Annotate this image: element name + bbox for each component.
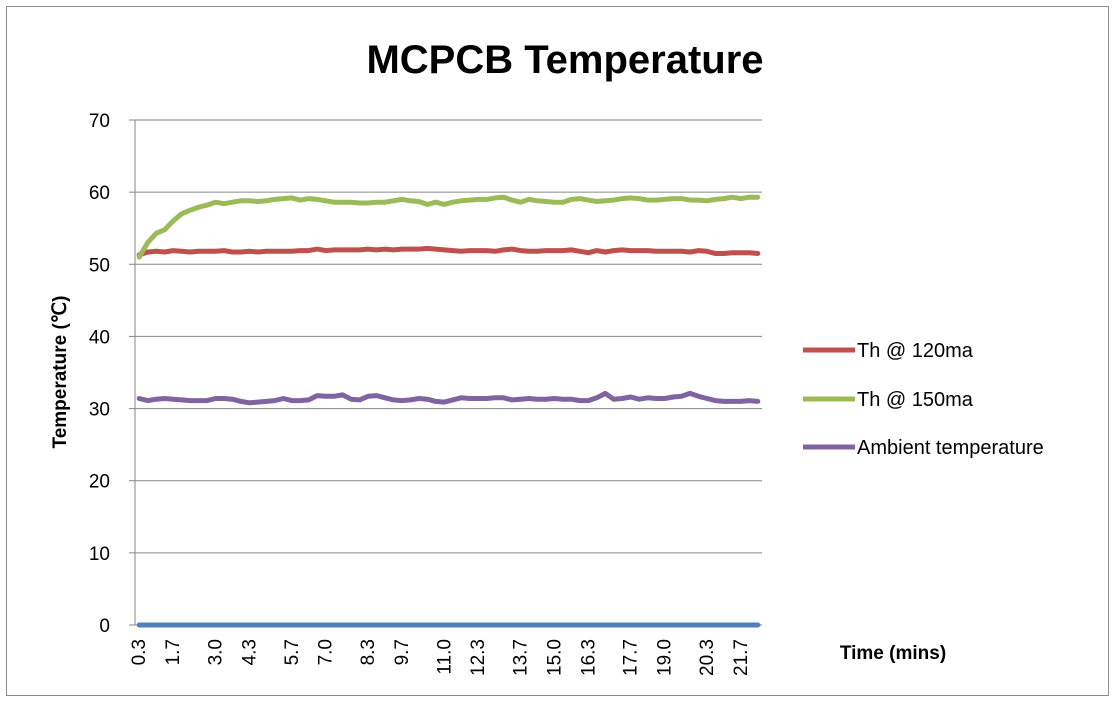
x-tick-label: 5.7 <box>282 639 303 665</box>
y-tick-label: 10 <box>89 544 110 565</box>
y-tick-label: 30 <box>89 400 110 421</box>
y-axis-ticks: 0 10 20 30 40 50 60 70 <box>89 111 135 637</box>
x-tick-label: 12.3 <box>468 639 489 676</box>
x-tick-label: 15.0 <box>544 639 565 676</box>
series-lines <box>136 194 761 628</box>
x-tick-label: 4.3 <box>239 639 260 665</box>
x-tick-label: 21.7 <box>731 639 752 676</box>
series-line-3 <box>136 390 761 406</box>
series-line-1 <box>136 245 761 258</box>
legend: Th @ 120ma Th @ 150ma Ambient temperature <box>803 340 1044 459</box>
x-tick-label: 8.3 <box>358 639 379 665</box>
legend-label: Th @ 150ma <box>857 389 974 411</box>
x-tick-label: 16.3 <box>578 639 599 676</box>
x-tick-label: 13.7 <box>511 639 532 676</box>
x-axis-title: Time (mins) <box>840 643 946 664</box>
y-tick-label: 20 <box>89 472 110 493</box>
series-line-2 <box>136 194 761 260</box>
x-tick-label: 0.3 <box>129 639 150 665</box>
y-tick-label: 0 <box>99 616 110 637</box>
x-tick-label: 3.0 <box>205 639 226 665</box>
y-tick-label: 70 <box>89 111 110 132</box>
x-tick-label: 17.7 <box>621 639 642 676</box>
y-tick-label: 60 <box>89 183 110 204</box>
y-tick-label: 50 <box>89 255 110 276</box>
chart-area <box>6 6 1109 696</box>
legend-label: Ambient temperature <box>857 437 1044 459</box>
x-axis-ticks: 0.3 1.7 3.0 4.3 5.7 7.0 8.3 9.7 11.0 12.3 13.7 15.0… <box>129 639 752 676</box>
x-tick-label: 7.0 <box>316 639 337 665</box>
x-tick-label: 11.0 <box>434 639 455 675</box>
x-tick-label: 19.0 <box>655 639 676 676</box>
y-tick-label: 40 <box>89 327 110 348</box>
legend-label: Th @ 120ma <box>857 340 974 362</box>
x-tick-label: 20.3 <box>697 639 718 676</box>
gridlines <box>134 119 762 626</box>
chart-title: MCPCB Temperature <box>366 38 763 82</box>
x-tick-label: 1.7 <box>163 639 184 665</box>
y-axis-title: Temperature (℃) <box>50 296 71 449</box>
x-tick-label: 9.7 <box>392 639 413 665</box>
